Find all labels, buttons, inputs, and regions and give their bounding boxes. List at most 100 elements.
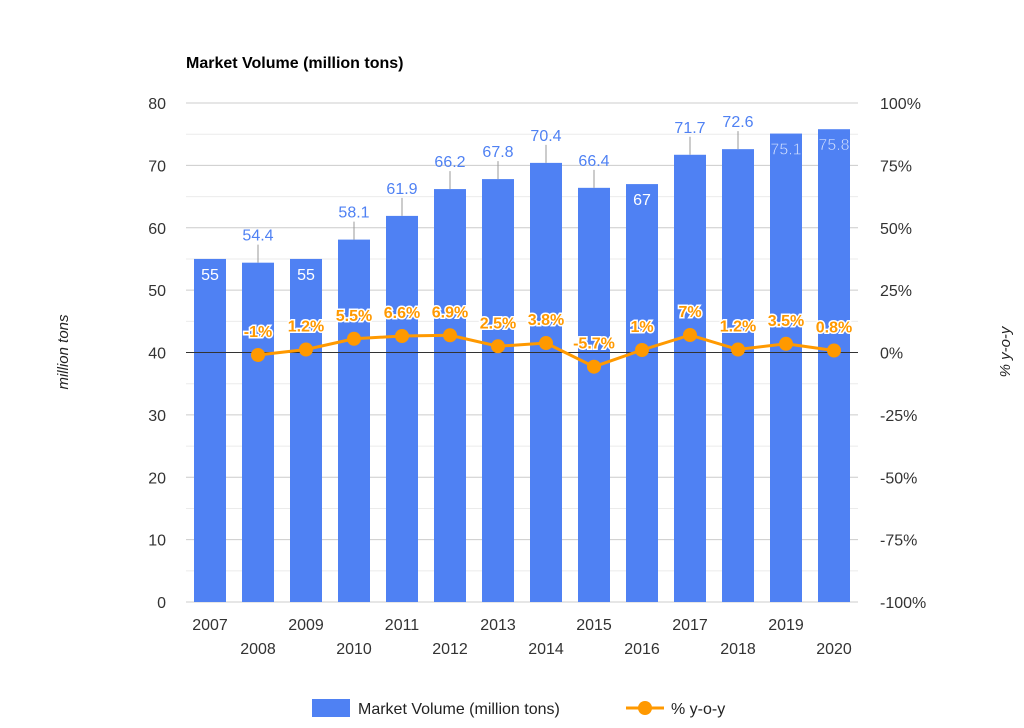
line-data-labels: -1% 1.2% 5.5% 6.6% 6.9% 2.5% 3.8% -5.7% 1% 7% 1.2%… [242, 303, 853, 355]
bar [386, 215, 418, 602]
yoy-point [539, 336, 553, 351]
bar-data-label: 67 [633, 192, 651, 209]
yoy-data-label: 1.2% [720, 319, 756, 336]
yoy-point [491, 339, 505, 354]
left-axis-ticks: 0 10 20 30 40 50 60 70 80 [148, 96, 166, 612]
yoy-point [299, 342, 313, 357]
y-tick-label: 30 [148, 408, 166, 425]
bar [578, 187, 610, 602]
yoy-point [251, 347, 265, 362]
y2-tick-label: 50% [880, 221, 912, 238]
bar-data-label: 75.1 [770, 142, 801, 159]
x-tick-label: 2018 [720, 641, 756, 658]
right-axis-ticks: -100% -75% -50% -25% 0% 25% 50% 75% 100% [880, 96, 926, 612]
yoy-data-label: -5.7% [573, 336, 615, 353]
chart-title: Market Volume (million tons) [186, 55, 404, 72]
y-tick-label: 70 [148, 158, 166, 175]
y-tick-label: 20 [148, 470, 166, 487]
bar-data-label: 70.4 [530, 128, 561, 145]
bar-data-label: 58.1 [338, 205, 369, 222]
x-tick-label: 2016 [624, 641, 660, 658]
yoy-point [347, 331, 361, 346]
y-tick-label: 60 [148, 221, 166, 238]
yoy-point [827, 343, 841, 358]
bar-data-label: 55 [201, 267, 219, 284]
y-tick-label: 80 [148, 96, 166, 113]
y2-tick-label: -100% [880, 595, 926, 612]
yoy-data-label: 3.5% [768, 313, 804, 330]
x-tick-label: 2020 [816, 641, 852, 658]
yoy-point [395, 329, 409, 344]
x-tick-label: 2007 [192, 617, 228, 634]
yoy-data-label: 3.8% [528, 312, 564, 329]
legend-label-bar: Market Volume (million tons) [358, 701, 560, 718]
yoy-data-label: 1.2% [288, 319, 324, 336]
line-series [251, 328, 841, 374]
bar [722, 149, 754, 602]
x-tick-label: 2013 [480, 617, 516, 634]
bar-data-label: 54.4 [242, 228, 273, 245]
x-tick-label: 2014 [528, 641, 564, 658]
y-axis-title: million tons [55, 314, 72, 390]
bar [626, 184, 658, 602]
bar-data-label: 66.2 [434, 154, 465, 171]
yoy-data-label: -1% [244, 324, 272, 341]
y2-tick-label: -25% [880, 408, 917, 425]
yoy-point [683, 328, 697, 343]
bar-data-label: 66.4 [578, 153, 609, 170]
legend-swatch-bar [312, 699, 350, 717]
bar [194, 258, 226, 602]
yoy-point [731, 342, 745, 357]
bar-data-label: 67.8 [482, 144, 513, 161]
y2-tick-label: -75% [880, 533, 917, 550]
x-tick-label: 2017 [672, 617, 708, 634]
legend-swatch-marker [638, 701, 652, 715]
yoy-data-label: 6.9% [432, 304, 468, 321]
yoy-point [635, 343, 649, 358]
bar-data-label: 61.9 [386, 181, 417, 198]
x-tick-label: 2008 [240, 641, 276, 658]
yoy-data-label: 6.6% [384, 305, 420, 322]
bar [674, 154, 706, 603]
y2-tick-label: -50% [880, 470, 917, 487]
yoy-data-label: 7% [678, 304, 701, 321]
yoy-point [443, 328, 457, 343]
x-tick-label: 2010 [336, 641, 372, 658]
x-axis-ticks: 2007 2008 2009 2010 2011 2012 2013 2014 2015 2016… [192, 617, 852, 658]
bar [818, 129, 850, 602]
y2-tick-label: 100% [880, 96, 921, 113]
y-tick-label: 40 [148, 346, 166, 363]
x-tick-label: 2015 [576, 617, 612, 634]
y-tick-label: 0 [157, 595, 166, 612]
y2-tick-label: 75% [880, 158, 912, 175]
x-tick-label: 2012 [432, 641, 468, 658]
bar-data-label: 72.6 [722, 114, 753, 131]
yoy-point [587, 359, 601, 374]
bar [242, 262, 274, 602]
y2-tick-label: 25% [880, 283, 912, 300]
bar [434, 189, 466, 602]
legend-label-line: % y-o-y [671, 701, 725, 718]
bar-data-label: 71.7 [674, 120, 705, 137]
yoy-data-label: 1% [630, 319, 653, 336]
bar [530, 162, 562, 602]
bar [482, 179, 514, 602]
bar [338, 239, 370, 602]
legend: Market Volume (million tons) % y-o-y [312, 699, 725, 718]
yoy-data-label: 2.5% [480, 315, 516, 332]
yoy-point [779, 336, 793, 351]
bar-series [194, 129, 850, 603]
y-tick-label: 50 [148, 283, 166, 300]
y2-tick-label: 0% [880, 346, 903, 363]
y-tick-label: 10 [148, 533, 166, 550]
x-tick-label: 2009 [288, 617, 324, 634]
x-tick-label: 2019 [768, 617, 804, 634]
bar-data-label: 55 [297, 267, 315, 284]
bar-data-label: 75.8 [818, 137, 849, 154]
yoy-data-label: 5.5% [336, 308, 372, 325]
bar [290, 258, 322, 602]
bar [770, 133, 802, 602]
bar-data-labels: 55 54.4 55 58.1 61.9 66.2 67.8 70.4 66.4 67 71.7 72… [201, 114, 850, 284]
